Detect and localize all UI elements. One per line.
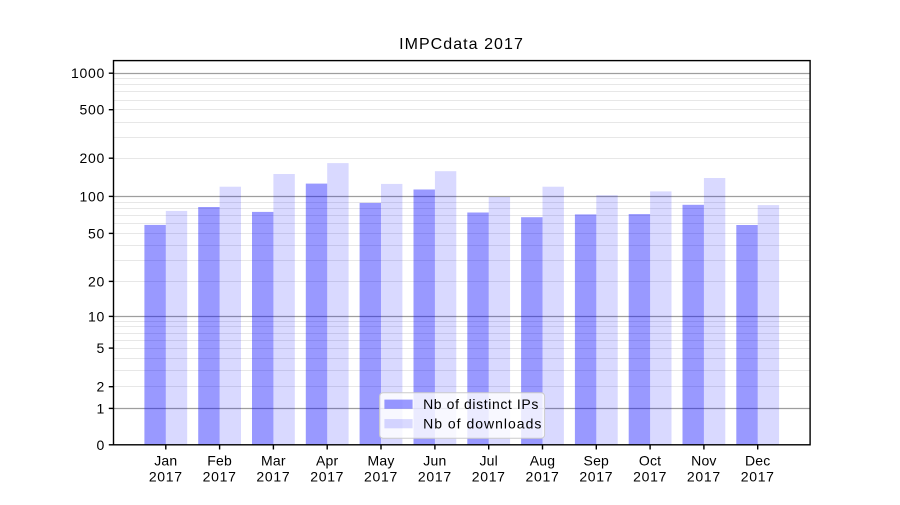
svg-text:IMPCdata 2017: IMPCdata 2017 bbox=[399, 36, 524, 53]
svg-text:May: May bbox=[367, 452, 394, 468]
svg-text:Nb of distinct IPs: Nb of distinct IPs bbox=[423, 396, 539, 412]
svg-text:Jul: Jul bbox=[479, 452, 498, 468]
svg-text:2017: 2017 bbox=[418, 468, 452, 484]
svg-text:2017: 2017 bbox=[472, 468, 506, 484]
svg-text:2017: 2017 bbox=[526, 468, 560, 484]
svg-text:Aug: Aug bbox=[530, 452, 556, 468]
svg-text:Sep: Sep bbox=[584, 452, 610, 468]
svg-text:1: 1 bbox=[97, 400, 106, 416]
svg-text:Feb: Feb bbox=[207, 452, 232, 468]
svg-text:200: 200 bbox=[80, 150, 105, 166]
svg-text:2017: 2017 bbox=[310, 468, 344, 484]
svg-text:Nb of downloads: Nb of downloads bbox=[423, 415, 542, 431]
svg-text:Oct: Oct bbox=[639, 452, 661, 468]
svg-text:2017: 2017 bbox=[633, 468, 667, 484]
svg-text:2017: 2017 bbox=[256, 468, 290, 484]
svg-text:20: 20 bbox=[88, 273, 105, 289]
svg-text:100: 100 bbox=[80, 188, 105, 204]
svg-text:2: 2 bbox=[97, 379, 106, 395]
svg-text:Dec: Dec bbox=[745, 452, 771, 468]
svg-text:Jun: Jun bbox=[423, 452, 446, 468]
svg-text:2017: 2017 bbox=[203, 468, 237, 484]
svg-text:0: 0 bbox=[97, 437, 106, 453]
svg-text:1000: 1000 bbox=[71, 65, 105, 81]
svg-text:Mar: Mar bbox=[261, 452, 286, 468]
svg-text:2017: 2017 bbox=[364, 468, 398, 484]
svg-text:50: 50 bbox=[88, 225, 105, 241]
svg-text:500: 500 bbox=[80, 102, 105, 118]
svg-text:2017: 2017 bbox=[741, 468, 775, 484]
svg-text:10: 10 bbox=[88, 308, 105, 324]
svg-text:Jan: Jan bbox=[154, 452, 177, 468]
svg-text:Apr: Apr bbox=[316, 452, 339, 468]
svg-text:2017: 2017 bbox=[149, 468, 183, 484]
svg-text:2017: 2017 bbox=[579, 468, 613, 484]
svg-text:2017: 2017 bbox=[687, 468, 721, 484]
svg-text:5: 5 bbox=[97, 340, 106, 356]
svg-text:Nov: Nov bbox=[691, 452, 717, 468]
